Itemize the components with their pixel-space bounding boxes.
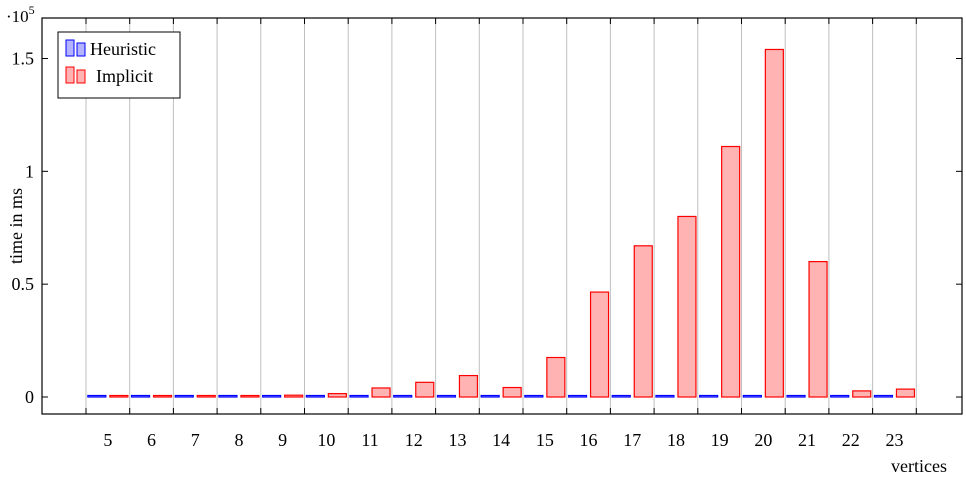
- bar-implicit: [589, 291, 610, 398]
- bar-implicit: [109, 394, 129, 398]
- bar-heuristic: [830, 394, 850, 398]
- bar-heuristic: [567, 394, 588, 398]
- bar-heuristic: [786, 394, 806, 398]
- plot-frame: [41, 17, 963, 415]
- legend-entry-implicit: Implicit: [65, 66, 153, 86]
- bar-heuristic: [87, 394, 107, 398]
- bar-implicit: [677, 215, 697, 398]
- bar-implicit: [721, 145, 741, 398]
- bars: [87, 48, 916, 398]
- y-tick-label: 1.5: [12, 49, 35, 69]
- bar-implicit: [546, 356, 566, 398]
- x-tick-label: 15: [536, 430, 554, 450]
- bar-implicit: [196, 394, 216, 398]
- y-tick-label: 0: [25, 387, 34, 407]
- bar-heuristic: [524, 394, 544, 398]
- bar-heuristic: [655, 394, 675, 398]
- bar-heuristic: [130, 394, 151, 398]
- x-tick-label: 8: [234, 430, 243, 450]
- x-tick-label: 23: [885, 430, 903, 450]
- bar-implicit: [327, 393, 347, 398]
- bar-heuristic: [742, 394, 762, 398]
- x-tick-label: 13: [448, 430, 466, 450]
- bar-implicit: [152, 394, 173, 398]
- bar-implicit: [895, 388, 916, 398]
- bar-heuristic: [611, 394, 631, 398]
- legend: Heuristic Implicit: [57, 31, 181, 99]
- bar-heuristic: [262, 394, 282, 398]
- x-tick-label: 19: [711, 430, 729, 450]
- x-tick-label: 5: [103, 430, 112, 450]
- bar-heuristic: [218, 394, 238, 398]
- x-tick-label: 12: [405, 430, 423, 450]
- bar-heuristic: [393, 394, 413, 398]
- x-tick-label: 20: [754, 430, 772, 450]
- legend-swatch-implicit: [76, 69, 86, 84]
- bar-implicit: [808, 261, 828, 398]
- grid-lines: [85, 18, 917, 414]
- x-tick-label: 7: [191, 430, 200, 450]
- legend-entry-heuristic: Heuristic: [65, 39, 156, 59]
- x-axis-label: vertices: [891, 456, 947, 476]
- x-tick-label: 14: [492, 430, 510, 450]
- y-axis-label: time in ms: [6, 188, 26, 264]
- bar-implicit: [633, 245, 653, 398]
- x-tick-label: 22: [842, 430, 860, 450]
- x-tick-label: 21: [798, 430, 816, 450]
- legend-swatch-heuristic: [76, 42, 86, 57]
- x-tick-label: 18: [667, 430, 685, 450]
- bar-heuristic: [873, 394, 894, 398]
- bar-heuristic: [436, 394, 457, 398]
- y-tick-label: 0.5: [12, 274, 35, 294]
- bar-heuristic: [480, 394, 500, 398]
- bar-implicit: [852, 390, 872, 398]
- legend-swatch-heuristic: [65, 39, 75, 57]
- legend-swatch-implicit: [65, 66, 75, 84]
- bar-implicit: [458, 374, 479, 398]
- bar-heuristic: [699, 394, 719, 398]
- y-tick-label: 1: [25, 161, 34, 181]
- y-multiplier-exponent: 5: [29, 3, 35, 17]
- axis-ticks: [42, 18, 962, 414]
- y-multiplier: ·105: [6, 3, 35, 26]
- x-tick-label: 11: [361, 430, 378, 450]
- bar-implicit: [502, 386, 522, 398]
- tick-labels: 5 6 7 8 9 10 11 12 13 14 15 16 17 18 19 20 21 22 23 0 0.5 1 1.…: [12, 49, 904, 451]
- y-multiplier-base: ·10: [6, 7, 29, 26]
- bar-implicit: [240, 394, 260, 398]
- bar-implicit: [284, 394, 304, 398]
- x-tick-label: 9: [278, 430, 287, 450]
- bar-heuristic: [305, 394, 325, 398]
- x-tick-label: 17: [623, 430, 641, 450]
- bar-implicit: [415, 381, 435, 398]
- x-tick-label: 6: [147, 430, 156, 450]
- bar-implicit: [371, 387, 391, 398]
- x-tick-label: 10: [317, 430, 335, 450]
- legend-label-heuristic: Heuristic: [90, 39, 156, 59]
- legend-label-implicit: Implicit: [96, 66, 153, 86]
- bar-heuristic: [174, 394, 194, 398]
- bar-heuristic: [349, 394, 369, 398]
- bar-implicit: [764, 48, 784, 398]
- x-tick-label: 16: [580, 430, 598, 450]
